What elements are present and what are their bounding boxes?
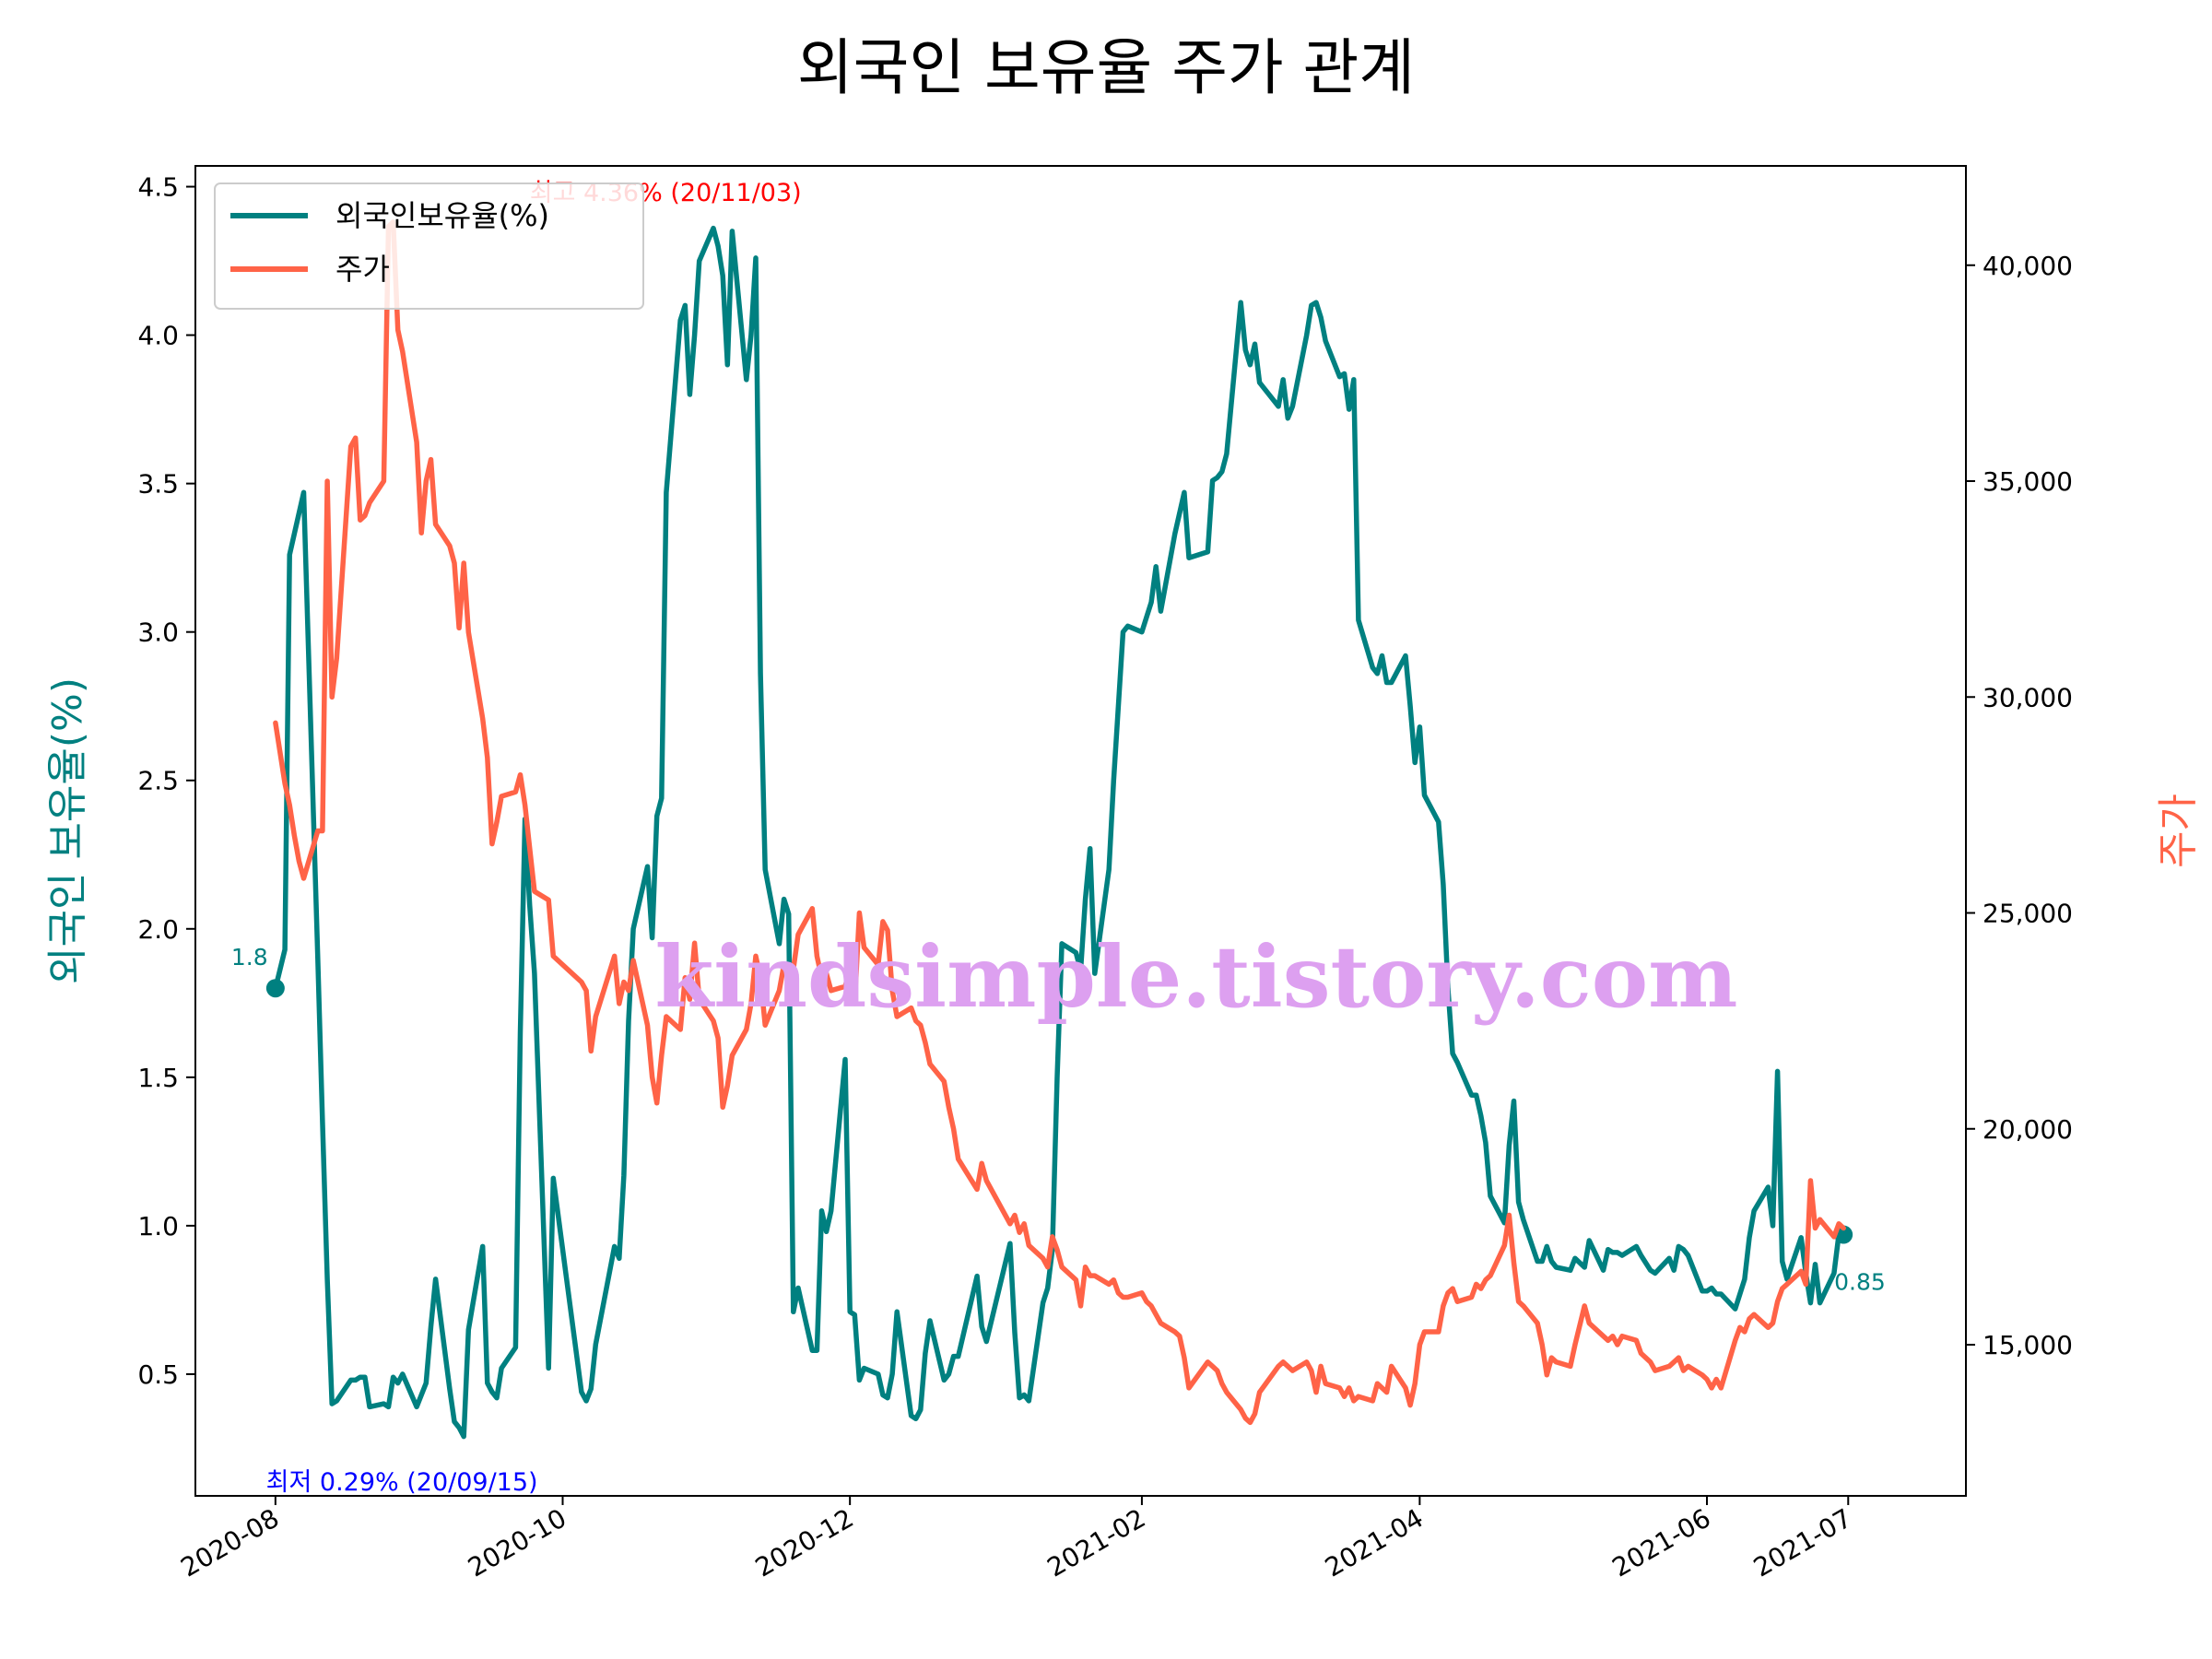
- y-right-tick-label: 35,000: [1983, 466, 2073, 497]
- y-left-axis-title: 외국인 보유율(%): [44, 677, 91, 984]
- plot-frame: [194, 165, 1967, 1497]
- y-left-tick-label: 4.5: [137, 172, 179, 203]
- price-series-line: [273, 219, 1846, 1426]
- start-value-label: 1.8: [231, 944, 268, 971]
- y-left-tick-label: 1.0: [137, 1211, 179, 1241]
- legend-label-price: 주가: [335, 252, 390, 287]
- y-left-tick-label: 2.5: [137, 766, 179, 796]
- y-left-tick-label: 3.5: [137, 469, 179, 500]
- y-right-tick-label: 30,000: [1983, 682, 2073, 712]
- y-left-tick-label: 4.0: [137, 321, 179, 351]
- ratio-series-line: [273, 225, 1846, 1440]
- y-left-tick-label: 3.0: [137, 618, 179, 648]
- price-series-layer: [273, 219, 1846, 1426]
- y-left-tick-label: 1.5: [137, 1063, 179, 1093]
- y-right-tick-label: 25,000: [1983, 899, 2073, 929]
- legend-frame: [214, 182, 644, 310]
- y-right-axis-title: 주가: [2155, 794, 2202, 868]
- legend-label-ratio: 외국인보유율(%): [335, 198, 549, 233]
- chart-title: 외국인 보유율 주가 관계: [797, 32, 1415, 103]
- y-right-tick-label: 20,000: [1983, 1114, 2073, 1145]
- y-right-tick-label: 15,000: [1983, 1330, 2073, 1360]
- y-left-tick-label: 2.0: [137, 914, 179, 945]
- end-value-label: 0.85: [1834, 1269, 1886, 1296]
- min-annotation: 최저 0.29% (20/09/15): [266, 1468, 538, 1497]
- legend: 외국인보유율(%) 주가: [214, 182, 644, 310]
- watermark-text: kindsimple.tistory.com: [654, 927, 1737, 1027]
- y-right-tick-label: 40,000: [1983, 251, 2073, 281]
- ratio-start-marker: [265, 979, 285, 998]
- y-left-tick-label: 0.5: [137, 1359, 179, 1390]
